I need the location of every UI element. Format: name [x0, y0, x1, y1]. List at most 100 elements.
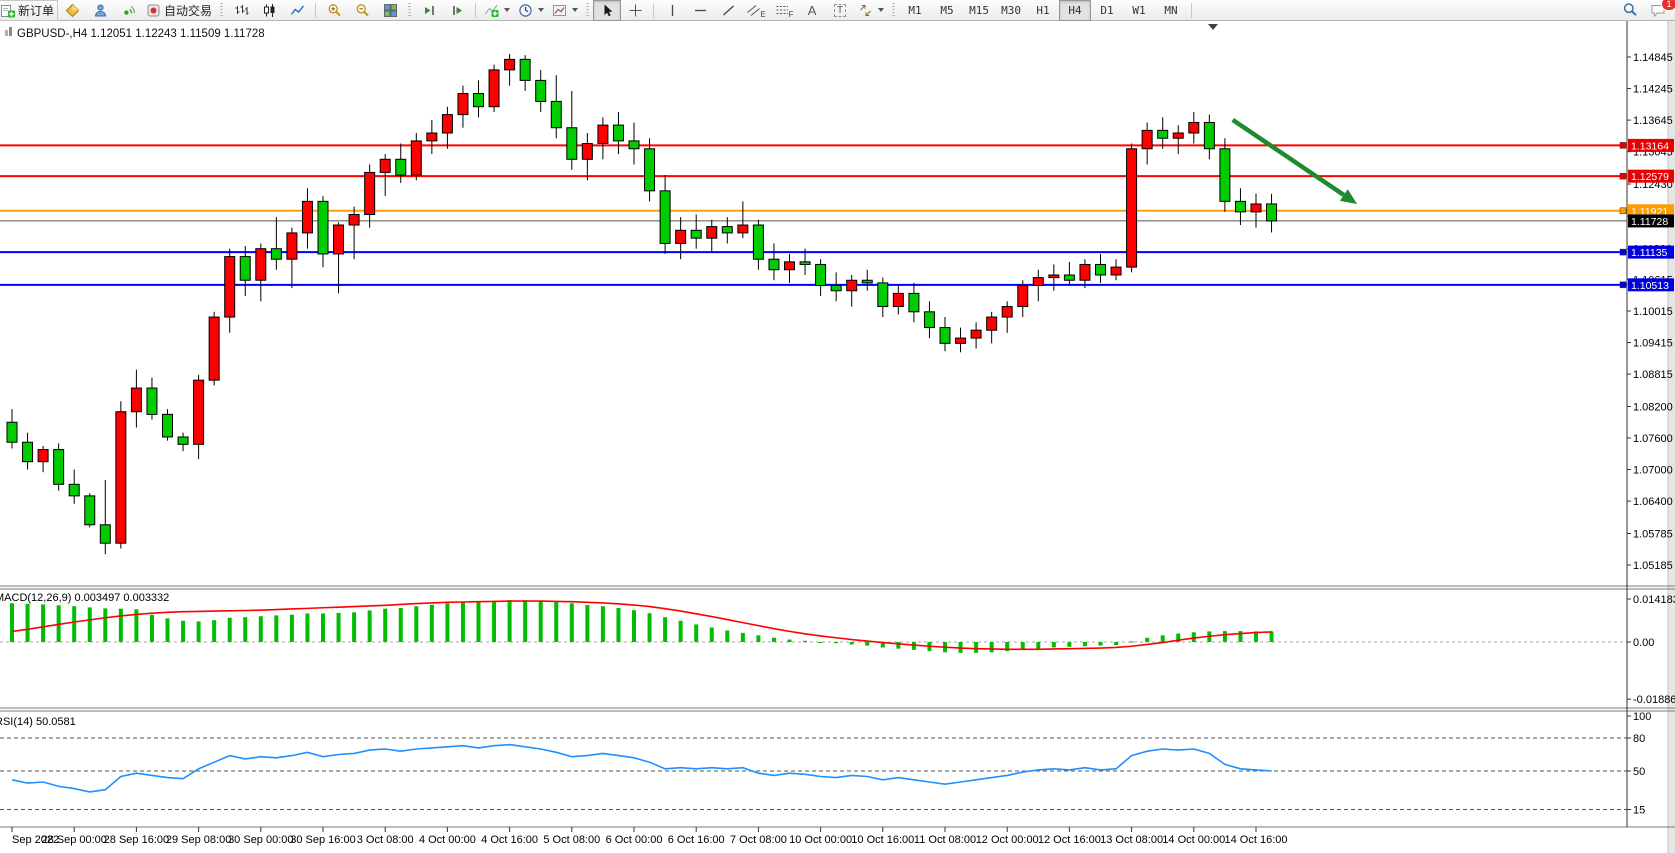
market-watch-button[interactable] [58, 0, 86, 21]
new-order-button[interactable]: 新订单 [0, 0, 59, 21]
auto-scroll-button[interactable] [443, 0, 471, 21]
candle-body [1048, 274, 1060, 279]
candle-body [504, 58, 516, 71]
hline-handle[interactable] [1619, 172, 1627, 180]
toolbar-separator [1191, 2, 1193, 18]
chart-shift-marker[interactable] [1208, 24, 1218, 30]
trendline-button[interactable] [714, 0, 742, 21]
equidistant-channel-button[interactable]: E [742, 0, 770, 21]
macd-histogram-bar [1160, 635, 1165, 642]
search-button[interactable] [1616, 0, 1644, 21]
vertical-line-button[interactable] [658, 0, 686, 21]
chart-canvas[interactable]: MACD(12,26,9) 0.003497 0.003332 0.014183 0… [0, 21, 1675, 853]
macd-histogram-bar [305, 613, 310, 642]
horizontal-line-button[interactable] [686, 0, 714, 21]
timeframe-M5[interactable]: M5 [940, 3, 954, 17]
trend-arrow-head [1339, 189, 1358, 204]
new-order-label: 新订单 [18, 3, 55, 18]
candle-body [721, 226, 733, 234]
macd-histogram-bar [1222, 631, 1227, 642]
candle-body [566, 127, 578, 160]
candle-body [37, 449, 49, 463]
candle-body [612, 124, 624, 142]
candle-body [706, 226, 718, 239]
fibonacci-button[interactable]: F [770, 0, 798, 21]
macd-histogram-bar [181, 620, 186, 642]
macd-histogram-bar [818, 642, 823, 643]
candle-body [550, 100, 562, 129]
macd-histogram-bar [1005, 642, 1010, 652]
zoom-out-icon [356, 3, 369, 16]
level-badge: 1.13164 [1631, 140, 1669, 152]
macd-histogram-bar [989, 642, 994, 653]
channel-letter: E [760, 9, 766, 19]
tile-windows-icon [383, 3, 397, 17]
macd-histogram-bar [476, 601, 481, 642]
arrows-tool-button[interactable] [854, 0, 888, 21]
dropdown-arrow-icon [878, 8, 885, 12]
chat-button[interactable]: 1 [1644, 0, 1675, 21]
hline-handle[interactable] [1619, 207, 1627, 215]
crosshair-button[interactable] [621, 0, 649, 21]
timeframe-H4[interactable]: H4 [1059, 0, 1092, 21]
text-label-button[interactable]: T [826, 0, 854, 21]
timeframe-H1[interactable]: H1 [1036, 3, 1050, 17]
text-button[interactable]: A [798, 0, 826, 21]
line-chart-button[interactable] [283, 0, 311, 21]
navigator-button[interactable] [114, 0, 142, 21]
timeframe-W1[interactable]: W1 [1132, 3, 1146, 17]
macd-histogram-bar [849, 642, 854, 645]
price-tick-label: 1.13645 [1633, 115, 1673, 127]
macd-histogram-bar [632, 610, 636, 642]
autotrading-button[interactable]: 自动交易 [142, 0, 216, 21]
tile-windows-button[interactable] [376, 0, 404, 21]
periods-button[interactable] [514, 0, 548, 21]
templates-button[interactable] [548, 0, 582, 21]
macd-histogram-bar [134, 609, 139, 642]
hline-handle[interactable] [1619, 248, 1627, 256]
hline-handle[interactable] [1619, 281, 1627, 289]
price-badge [1628, 138, 1674, 152]
rsi-label: RSI(14) 50.0581 [0, 716, 76, 728]
candle-body [162, 413, 173, 438]
candlestick-chart-button[interactable] [255, 0, 283, 21]
data-window-button[interactable] [86, 0, 114, 21]
bar-chart-icon [235, 4, 249, 15]
macd-histogram-bar [663, 617, 668, 642]
macd-histogram-bar [398, 608, 403, 642]
channel-icon [747, 4, 761, 16]
candle-body [597, 124, 609, 145]
candle-body [473, 93, 484, 108]
macd-histogram-bar [600, 606, 605, 642]
macd-histogram-bar [1036, 642, 1041, 649]
macd-histogram-bar [1114, 642, 1119, 646]
timeframe-M1[interactable]: M1 [908, 3, 922, 17]
timeframe-M30[interactable]: M30 [1001, 3, 1021, 17]
candle-body [426, 132, 438, 142]
macd-histogram-bar [523, 600, 528, 642]
macd-histogram-bar [492, 600, 497, 642]
timeframe-M15[interactable]: M15 [969, 3, 989, 17]
candle-body [1172, 132, 1184, 139]
window-edge [1668, 21, 1675, 853]
macd-histogram-bar [87, 607, 92, 642]
bar-chart-button[interactable] [227, 0, 255, 21]
toolbar-grip [892, 3, 896, 17]
trend-arrow-annotation[interactable] [1231, 117, 1346, 197]
indicators-icon [485, 4, 499, 17]
timeframe-D1[interactable]: D1 [1100, 3, 1114, 17]
symbol-mini-icon [9, 27, 12, 36]
macd-histogram-bar [1020, 642, 1025, 650]
hline-handle[interactable] [1619, 142, 1627, 149]
zoom-in-button[interactable] [320, 0, 348, 21]
macd-histogram-bar [1067, 642, 1072, 647]
zoom-out-button[interactable] [348, 0, 376, 21]
macd-axis-label: -0.018869 [1633, 694, 1675, 706]
indicators-button[interactable] [480, 0, 514, 21]
candle-body [861, 279, 873, 284]
candle-body [877, 282, 889, 308]
cursor-button[interactable] [593, 0, 622, 21]
timeframe-MN[interactable]: MN [1164, 3, 1178, 17]
chart-shift-button[interactable] [415, 0, 443, 21]
macd-histogram-bar [1176, 633, 1181, 642]
